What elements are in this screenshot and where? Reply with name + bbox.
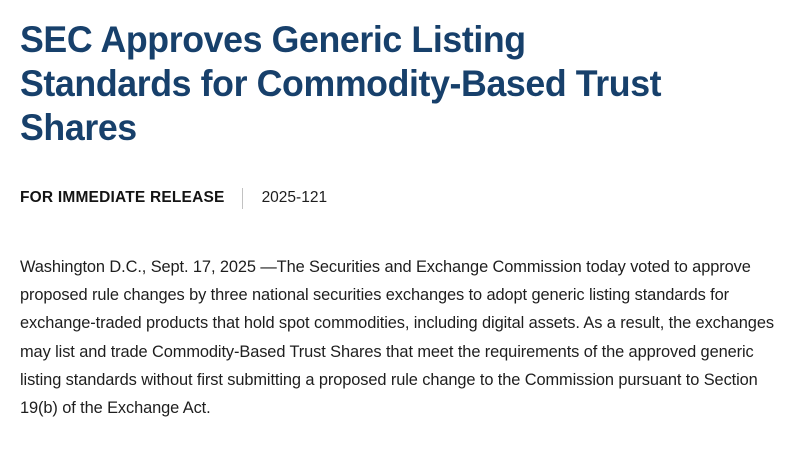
release-meta-row: FOR IMMEDIATE RELEASE 2025-121 bbox=[20, 187, 786, 209]
meta-divider bbox=[241, 187, 243, 209]
page-title: SEC Approves Generic Listing Standards f… bbox=[20, 19, 662, 148]
release-number: 2025-121 bbox=[261, 189, 328, 206]
release-body-paragraph: Washington D.C., Sept. 17, 2025 —The Sec… bbox=[20, 258, 774, 418]
release-status-label: FOR IMMEDIATE RELEASE bbox=[20, 189, 225, 206]
